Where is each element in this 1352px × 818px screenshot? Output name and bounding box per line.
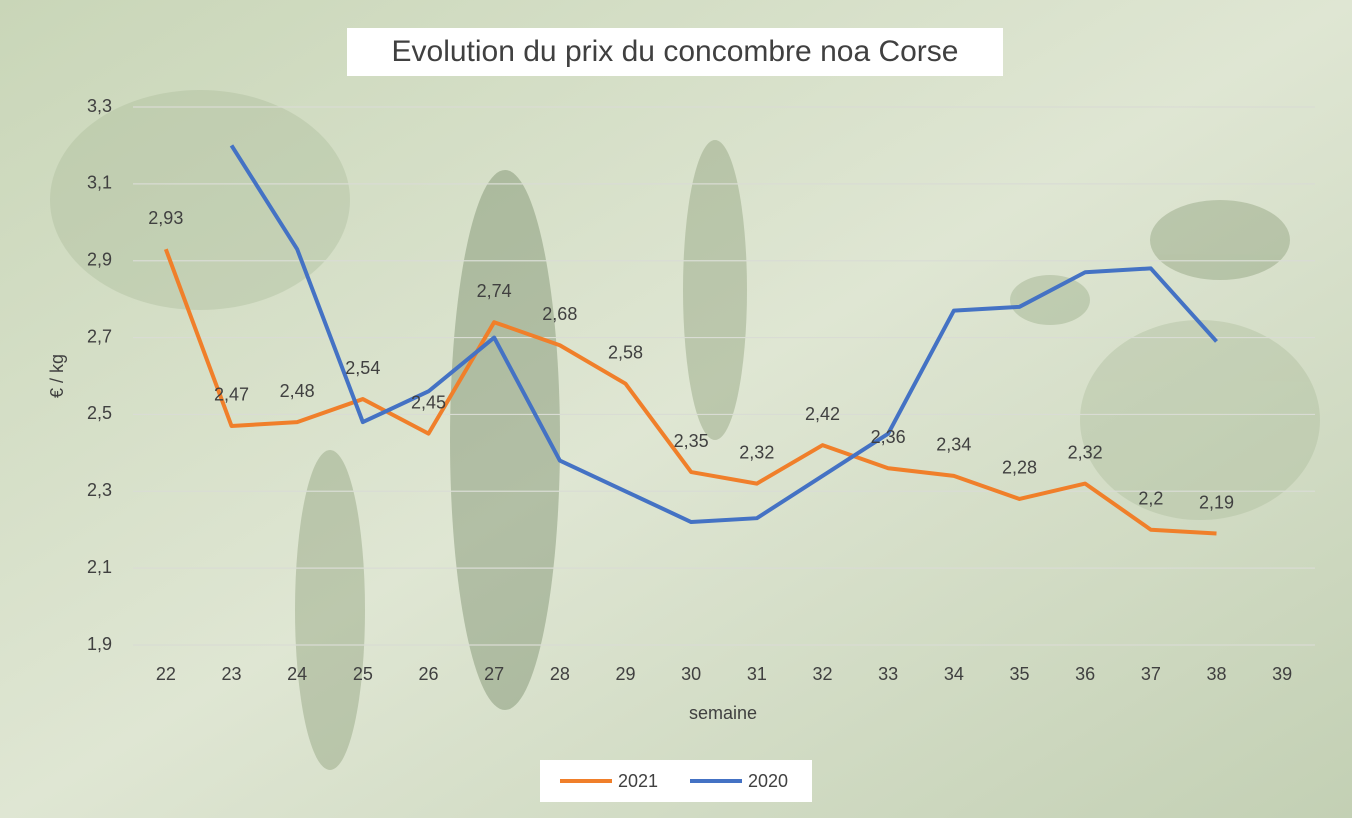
x-tick-label: 30 [681, 664, 701, 684]
x-tick-label: 39 [1272, 664, 1292, 684]
chart-title: Evolution du prix du concombre noa Corse [392, 35, 959, 68]
x-tick-label: 32 [812, 664, 832, 684]
legend-label: 2020 [748, 771, 788, 791]
x-tick-label: 36 [1075, 664, 1095, 684]
x-tick-label: 37 [1141, 664, 1161, 684]
data-label: 2,34 [936, 435, 971, 455]
data-label: 2,35 [674, 431, 709, 451]
y-tick-label: 3,1 [87, 173, 112, 193]
x-tick-label: 33 [878, 664, 898, 684]
background-decor [50, 90, 1320, 770]
x-tick-label: 25 [353, 664, 373, 684]
data-label: 2,48 [280, 381, 315, 401]
series-line [229, 144, 1218, 525]
title-box [347, 28, 1003, 76]
x-tick-label: 26 [418, 664, 438, 684]
x-tick-label: 31 [747, 664, 767, 684]
data-label: 2,19 [1199, 492, 1234, 512]
data-label: 2,32 [739, 442, 774, 462]
y-tick-label: 3,3 [87, 96, 112, 116]
data-label: 2,54 [345, 358, 380, 378]
y-tick-label: 2,7 [87, 326, 112, 346]
y-tick-label: 2,1 [87, 557, 112, 577]
x-tick-label: 35 [1009, 664, 1029, 684]
legend-label: 2021 [618, 771, 658, 791]
x-axis-label: semaine [689, 703, 757, 723]
y-axis-label: € / kg [47, 354, 67, 398]
x-tick-label: 38 [1206, 664, 1226, 684]
y-tick-label: 2,5 [87, 403, 112, 423]
x-tick-label: 27 [484, 664, 504, 684]
x-tick-label: 24 [287, 664, 307, 684]
data-label: 2,58 [608, 342, 643, 362]
data-label: 2,2 [1138, 488, 1163, 508]
data-label: 2,32 [1068, 442, 1103, 462]
y-tick-label: 2,3 [87, 480, 112, 500]
data-label: 2,28 [1002, 458, 1037, 478]
data-label: 2,68 [542, 304, 577, 324]
x-tick-label: 29 [615, 664, 635, 684]
x-tick-label: 23 [221, 664, 241, 684]
data-label: 2,42 [805, 404, 840, 424]
y-tick-label: 1,9 [87, 634, 112, 654]
series-line [163, 248, 1217, 536]
data-label: 2,47 [214, 385, 249, 405]
x-tick-label: 28 [550, 664, 570, 684]
data-label: 2,74 [477, 281, 512, 301]
data-label: 2,36 [871, 427, 906, 447]
x-tick-label: 34 [944, 664, 964, 684]
y-tick-label: 2,9 [87, 249, 112, 269]
x-tick-label: 22 [156, 664, 176, 684]
data-label: 2,93 [148, 208, 183, 228]
data-label: 2,45 [411, 392, 446, 412]
